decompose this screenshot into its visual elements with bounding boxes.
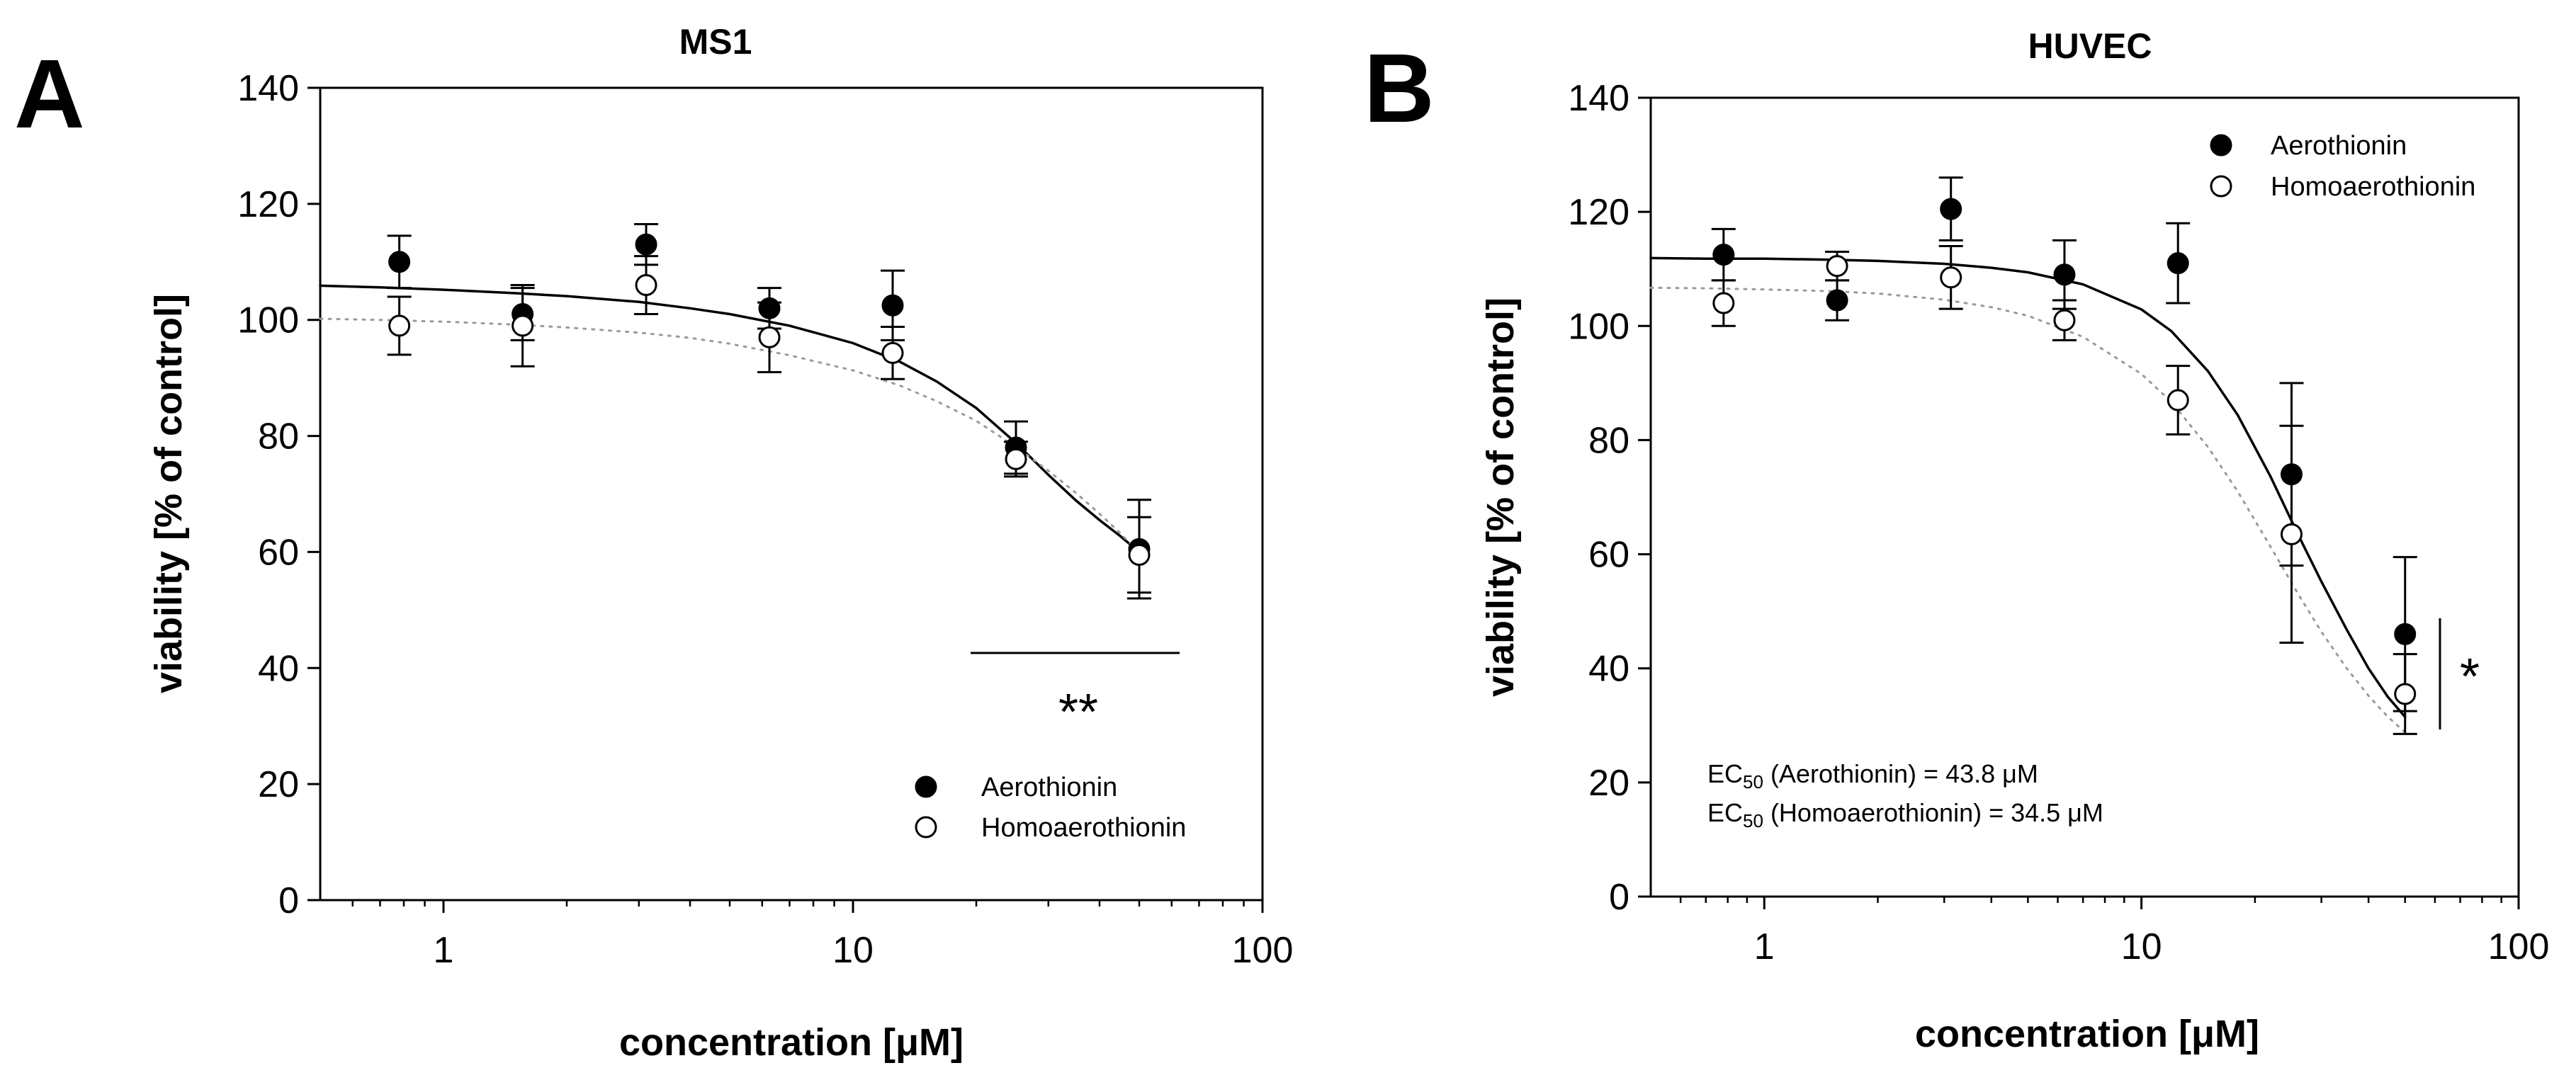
- data-point-aerothionin: [1712, 244, 1735, 266]
- x-tick-label: 10: [832, 930, 874, 971]
- data-points: [1711, 176, 2417, 735]
- ec50-aerothionin: EC50 (Aerothionin) = 43.8 μM: [1707, 759, 2038, 792]
- data-point-aerothionin: [2394, 623, 2417, 645]
- data-point-aerothionin: [2053, 263, 2076, 286]
- data-point-homoaerothionin: [2394, 683, 2417, 705]
- y-axis-label: viability [% of control]: [1479, 297, 1522, 697]
- data-point-homoaerothionin: [2053, 309, 2076, 331]
- legend-marker-homoaerothionin: [2210, 175, 2232, 198]
- legend-marker-aerothionin: [2210, 134, 2232, 157]
- x-axis: 1 10 100: [351, 900, 1294, 971]
- legend-label-aerothionin: Aerothionin: [2271, 131, 2407, 161]
- y-tick-label: 140: [1568, 78, 1629, 119]
- x-tick-label: 1: [1754, 926, 1775, 967]
- y-tick-label: 100: [237, 300, 299, 341]
- panel-letter: B: [1364, 34, 1435, 143]
- data-point-aerothionin: [881, 294, 904, 317]
- x-axis: 1 10 100: [1679, 897, 2550, 967]
- fit-curves: [319, 284, 1141, 555]
- data-point-homoaerothionin: [635, 274, 657, 297]
- panel-a: A MS1 0 20 40 60 80 100 120 140 1 10 100 concentr…: [14, 22, 1293, 1064]
- panel-letter: A: [14, 40, 85, 149]
- ec50-homoaerothionin: EC50 (Homoaerothionin) = 34.5 μM: [1707, 798, 2103, 831]
- data-point-homoaerothionin: [1128, 544, 1151, 567]
- data-point-homoaerothionin: [1005, 448, 1027, 470]
- y-tick-label: 120: [237, 184, 299, 225]
- data-point-aerothionin: [1940, 198, 1962, 220]
- chart-title: MS1: [679, 22, 752, 62]
- y-tick-label: 40: [258, 648, 299, 689]
- y-tick-label: 20: [258, 764, 299, 805]
- x-axis-label: concentration [μM]: [619, 1021, 964, 1064]
- data-point-homoaerothionin: [1940, 266, 1962, 289]
- data-point-aerothionin: [388, 251, 411, 273]
- legend-marker-homoaerothionin: [915, 816, 937, 839]
- data-point-homoaerothionin: [512, 314, 534, 337]
- data-points: [387, 223, 1152, 600]
- x-tick-label: 1: [434, 930, 454, 971]
- data-point-homoaerothionin: [1712, 292, 1735, 314]
- y-tick-label: 80: [1588, 420, 1629, 461]
- plot-frame: [319, 86, 1264, 902]
- fit-line-aerothionin: [319, 284, 1141, 554]
- y-tick-label: 100: [1568, 306, 1629, 347]
- y-axis: 0 20 40 60 80 100 120 140: [1568, 78, 1651, 918]
- data-point-aerothionin: [2167, 252, 2189, 275]
- y-tick-label: 120: [1568, 192, 1629, 233]
- legend-label-homoaerothionin: Homoaerothionin: [2271, 172, 2475, 202]
- data-point-homoaerothionin: [1826, 255, 1848, 278]
- x-axis-label: concentration [μM]: [1915, 1013, 2259, 1055]
- data-point-homoaerothionin: [758, 326, 781, 348]
- data-point-homoaerothionin: [2280, 523, 2303, 545]
- y-tick-label: 60: [1588, 535, 1629, 576]
- data-point-aerothionin: [1826, 289, 1848, 312]
- panel-b: B HUVEC 0 20 40 60 80 100 120 140 1 10 100 concen…: [1364, 26, 2549, 1055]
- x-tick-label: 10: [2121, 926, 2162, 967]
- legend-label-aerothionin: Aerothionin: [981, 773, 1117, 802]
- data-point-homoaerothionin: [2167, 389, 2189, 411]
- y-tick-label: 60: [258, 532, 299, 573]
- x-tick-label: 100: [2488, 926, 2550, 967]
- significance-stars: **: [1058, 684, 1098, 741]
- y-tick-label: 0: [278, 880, 299, 921]
- chart-title: HUVEC: [2028, 26, 2152, 66]
- data-point-aerothionin: [635, 233, 657, 256]
- y-tick-label: 140: [237, 68, 299, 109]
- y-tick-label: 20: [1588, 763, 1629, 804]
- x-tick-label: 100: [1232, 930, 1294, 971]
- y-axis: 0 20 40 60 80 100 120 140: [237, 68, 320, 921]
- y-tick-label: 0: [1609, 877, 1629, 918]
- data-point-homoaerothionin: [881, 341, 904, 364]
- data-point-homoaerothionin: [388, 314, 411, 337]
- legend-label-homoaerothionin: Homoaerothionin: [981, 813, 1186, 843]
- legend-marker-aerothionin: [915, 775, 937, 798]
- significance-star: *: [2460, 649, 2480, 705]
- y-tick-label: 40: [1588, 649, 1629, 690]
- plot-frame: [1649, 96, 2520, 898]
- y-axis-label: viability [% of control]: [147, 294, 190, 693]
- y-tick-label: 80: [258, 416, 299, 457]
